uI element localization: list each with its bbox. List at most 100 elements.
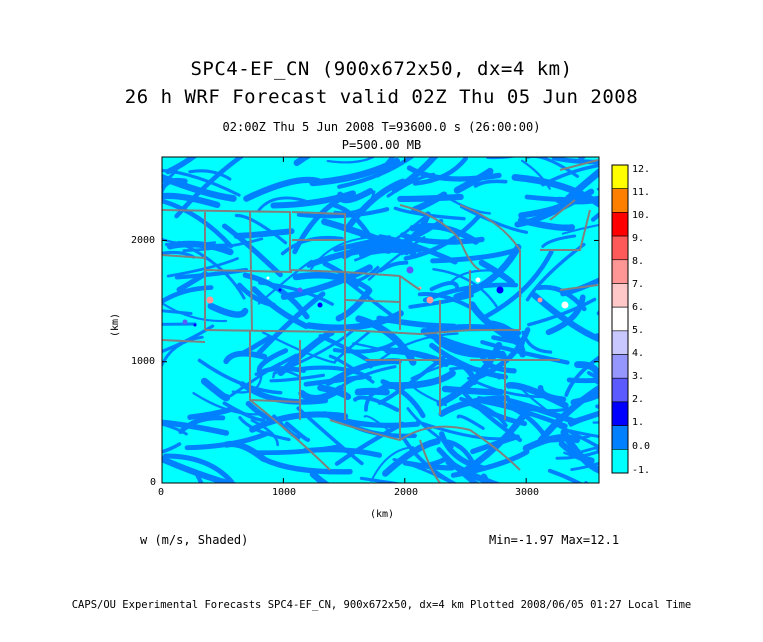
- plot-frame: [161, 156, 600, 484]
- colorbar-label-4: 8.: [632, 256, 645, 267]
- convective-cell: [182, 319, 188, 325]
- convective-cell: [317, 302, 323, 308]
- velocity-streak: [382, 369, 456, 389]
- boundary-line: [540, 209, 591, 251]
- convective-cell: [426, 296, 434, 304]
- convective-cell: [496, 286, 504, 294]
- min-max-label: Min=-1.97 Max=12.1: [489, 533, 620, 547]
- velocity-streak: [436, 447, 480, 483]
- velocity-streak: [478, 259, 516, 286]
- velocity-streak: [377, 352, 449, 405]
- velocity-streak: [521, 330, 553, 354]
- x-tick-label-1000: 1000: [272, 487, 297, 498]
- velocity-streak: [517, 217, 576, 231]
- velocity-streak: [165, 157, 198, 175]
- velocity-streak: [238, 416, 291, 442]
- velocity-streak: [403, 213, 482, 261]
- colorbar-frame: [611, 164, 629, 474]
- boundary-line: [162, 209, 346, 273]
- boundary-line: [549, 199, 576, 221]
- velocity-streak: [590, 211, 599, 222]
- velocity-streak: [547, 468, 583, 483]
- boundary-line: [399, 204, 481, 271]
- velocity-streak: [354, 387, 390, 396]
- velocity-streak: [233, 228, 295, 239]
- velocity-streak: [410, 383, 447, 407]
- velocity-streak: [333, 190, 376, 214]
- velocity-streak: [162, 250, 196, 259]
- velocity-streak: [570, 391, 599, 406]
- boundary-line: [162, 254, 206, 259]
- velocity-streak: [229, 362, 282, 398]
- colorbar-label-1: 11.: [632, 187, 651, 198]
- velocity-streak: [470, 434, 520, 455]
- colorbar-swatch-10: [611, 401, 629, 426]
- colorbar-label-10: 2.: [632, 394, 645, 405]
- velocity-streak: [566, 377, 599, 384]
- velocity-streak: [346, 178, 406, 229]
- velocity-streak: [505, 382, 569, 409]
- velocity-streak: [184, 431, 269, 451]
- convective-cell: [475, 277, 481, 283]
- variable-label: w (m/s, Shaded): [140, 533, 249, 547]
- velocity-streak: [178, 415, 226, 435]
- velocity-streak: [234, 213, 288, 245]
- colorbar-swatch-7: [611, 330, 629, 355]
- velocity-streak: [393, 206, 466, 221]
- convective-cell: [266, 276, 270, 280]
- velocity-streak: [162, 168, 241, 197]
- boundary-line: [459, 204, 521, 251]
- colorbar-label-6: 6.: [632, 302, 645, 313]
- boundary-line: [559, 284, 599, 291]
- pressure-level-label: P=500.00 MB: [341, 138, 422, 152]
- velocity-streak: [243, 176, 321, 202]
- vertical-velocity-field: [162, 157, 599, 483]
- colorbar-swatch-0: [611, 164, 629, 189]
- velocity-streak: [461, 390, 523, 443]
- boundary-line: [162, 339, 206, 343]
- velocity-streak: [575, 445, 599, 455]
- velocity-streak: [162, 309, 193, 316]
- velocity-streak: [483, 249, 554, 319]
- velocity-streak: [412, 157, 468, 186]
- velocity-streak: [489, 320, 527, 358]
- velocity-streak: [537, 384, 567, 403]
- velocity-streak: [596, 187, 599, 191]
- velocity-streak: [200, 377, 231, 402]
- velocity-streak: [188, 169, 232, 181]
- velocity-streak: [416, 420, 502, 441]
- colorbar-swatch-3: [611, 235, 629, 261]
- velocity-streak: [506, 398, 578, 425]
- boundary-line: [344, 299, 401, 303]
- y-tick-label-2000: 2000: [131, 235, 156, 246]
- convective-cell: [193, 323, 197, 327]
- colorbar-swatch-6: [611, 306, 629, 332]
- velocity-streak: [257, 259, 313, 305]
- velocity-streak: [292, 272, 360, 288]
- velocity-streak: [325, 358, 402, 386]
- velocity-streak: [545, 294, 586, 336]
- velocity-streak: [408, 293, 474, 309]
- velocity-streak: [182, 237, 264, 253]
- velocity-streak: [486, 157, 517, 160]
- colorbar-swatch-1: [611, 188, 629, 213]
- velocity-streak: [422, 282, 519, 303]
- velocity-streak: [466, 376, 551, 399]
- velocity-streak: [360, 234, 404, 256]
- colorbar-swatch-11: [611, 425, 629, 450]
- velocity-streak: [527, 297, 597, 327]
- velocity-streak: [187, 407, 232, 420]
- velocity-streak: [162, 453, 235, 483]
- colorbar-swatch-5: [611, 283, 629, 308]
- boundary-line: [204, 269, 293, 273]
- boundary-line: [329, 419, 521, 471]
- x-axis-label: (km): [370, 509, 395, 520]
- velocity-streak: [445, 459, 502, 483]
- velocity-streak: [293, 157, 312, 166]
- velocity-streak: [239, 381, 329, 405]
- velocity-streak: [480, 473, 492, 483]
- velocity-streak: [531, 292, 599, 343]
- velocity-streak: [595, 333, 599, 339]
- velocity-streak: [567, 410, 599, 426]
- boundary-line: [469, 270, 520, 331]
